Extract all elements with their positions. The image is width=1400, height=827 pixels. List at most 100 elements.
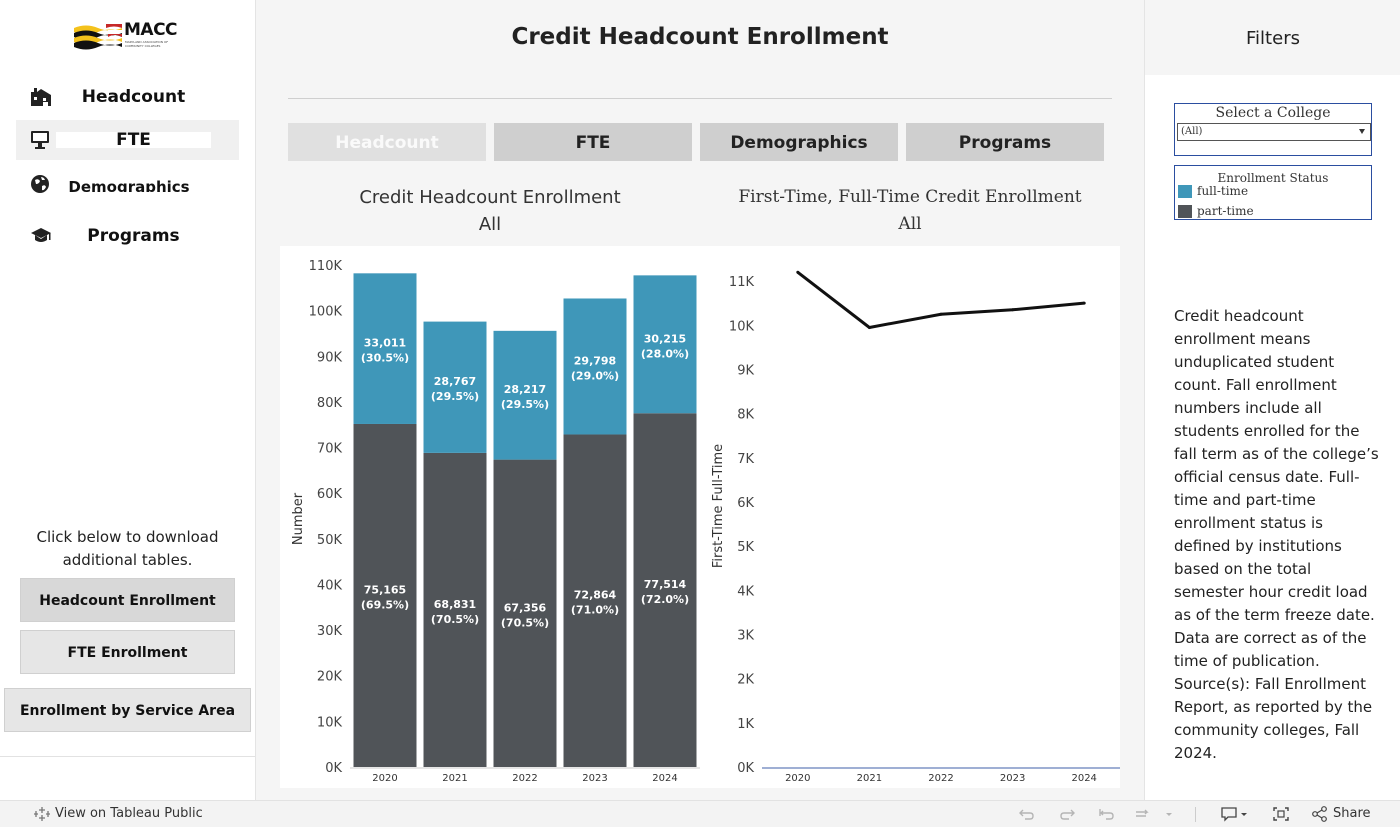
bar-value-label: 28,217 [504,383,546,396]
redo-icon[interactable] [1058,806,1076,822]
line-point-2023 [1011,308,1015,312]
building-icon [31,88,51,106]
tableau-logo-icon [34,807,50,821]
bar-full-time-2024 [633,275,697,414]
y-tick-label: 60K [317,487,343,502]
download-service-area-button[interactable]: Enrollment by Service Area [4,688,251,732]
download-headcount-button[interactable]: Headcount Enrollment [20,578,235,622]
headcount-chart-title-text: Credit Headcount Enrollment [359,187,621,208]
x-tick-label: 2022 [512,773,537,784]
revert-icon[interactable] [1098,806,1116,822]
college-filter-label: Select a College [1215,105,1331,121]
download-fte-button[interactable]: FTE Enrollment [20,630,235,674]
y-tick-label: 2K [737,673,754,688]
bar-value-label: 28,767 [434,375,476,388]
y-tick-label: 4K [737,584,754,599]
macc-logo[interactable]: MACC MARYLAND ASSOCIATION OF COMMUNITY C… [72,20,184,52]
x-tick-label: 2022 [928,773,953,784]
refresh-icon[interactable] [1134,806,1152,822]
legend-label-part-time: part-time [1197,204,1254,218]
chevron-down-icon[interactable] [1359,129,1365,134]
enrollment-status-label: Enrollment Status [1217,171,1329,185]
graduation-cap-icon [31,228,51,242]
college-select[interactable]: (All) [1177,123,1371,141]
bar-part-time-2020 [353,423,417,767]
tab-programs[interactable]: Programs [906,123,1104,161]
nav-item-demographics[interactable]: Demographics [16,164,239,204]
tableau-toolbar: View on Tableau Public Share [0,800,1400,827]
undo-icon[interactable] [1018,806,1036,822]
tab-demographics[interactable]: Demographics [700,123,898,161]
ftft-line-chart: 0K 1K 2K 3K 4K 5K 6K 7K 8K 9K 10K 11K First-Time Ful… [711,270,1120,784]
bar-percent-label: (72.0%) [641,593,689,606]
y-tick-label: 0K [325,761,342,776]
nav-label-programs: Programs [87,226,180,246]
bar-part-time-2024 [633,413,697,767]
bar-value-label: 29,798 [574,354,616,367]
y-tick-label: 40K [317,578,343,593]
bar-percent-label: (70.5%) [501,616,549,629]
filters-title: Filters [1145,0,1400,75]
y-tick-label: 5K [737,540,754,555]
share-icon[interactable] [1311,806,1329,822]
pause-dropdown-icon[interactable] [1164,806,1174,822]
share-button[interactable]: Share [1333,806,1371,821]
toolbar-divider [1195,807,1196,822]
headcount-chart-title: Credit Headcount Enrollment All [280,184,700,238]
y-tick-label: 0K [737,761,754,776]
ftft-series-line [796,271,1085,330]
y-tick-label: 11K [729,275,755,290]
y-tick-label: 100K [309,305,343,320]
y-tick-label: 30K [317,624,343,639]
nav-label-demographics: Demographics [68,178,190,192]
line-point-2022 [939,312,943,316]
bar-percent-label: (71.0%) [571,604,619,617]
x-tick-label: 2021 [442,773,467,784]
x-tick-label: 2020 [785,773,810,784]
title-divider [288,98,1112,99]
nav-item-programs[interactable]: Programs [16,216,239,256]
bar-value-label: 67,356 [504,601,547,614]
college-filter: Select a College (All) [1174,103,1372,156]
y-tick-label: 10K [317,715,343,730]
ftft-chart-title-text: First-Time, Full-Time Credit Enrollment [738,187,1082,207]
bar-percent-label: (29.5%) [431,390,479,403]
y-tick-label: 6K [737,496,754,511]
y-tick-label: 70K [317,442,343,457]
main-dashboard: Credit Headcount Enrollment Headcount FT… [256,0,1144,800]
bar-value-label: 33,011 [364,337,406,350]
macc-flag-icon [74,24,122,50]
bar-full-time-2023 [563,298,627,435]
bar-part-time-2021 [423,452,487,767]
y-tick-label: 50K [317,533,343,548]
y-tick-label: 1K [737,717,754,732]
bar-percent-label: (30.5%) [361,352,409,365]
headcount-chart-subtitle: All [478,214,502,235]
bar-value-label: 77,514 [644,578,687,591]
globe-icon [31,175,49,193]
tab-fte[interactable]: FTE [494,123,692,161]
y-tick-label: 9K [737,363,754,378]
bar-value-label: 75,165 [364,583,406,596]
y-tick-label: 8K [737,408,754,423]
comment-icon[interactable] [1220,806,1250,822]
x-tick-label: 2023 [582,773,607,784]
view-on-tableau-link[interactable]: View on Tableau Public [55,806,203,821]
y-axis-label: Number [291,492,306,545]
bar-part-time-2022 [493,459,557,767]
bar-full-time-2021 [423,321,487,453]
nav-item-fte[interactable]: FTE [16,120,239,160]
legend-label-full-time: full-time [1197,184,1249,198]
fullscreen-icon[interactable] [1272,806,1290,822]
tab-headcount[interactable]: Headcount [288,123,486,161]
x-tick-label: 2020 [372,773,397,784]
bar-percent-label: (69.5%) [361,598,409,611]
bar-value-label: 72,864 [574,589,617,602]
headcount-bar-chart: 0K 10K 20K 30K 40K 50K 60K 70K 80K 90K 100K 110K Num… [291,259,700,784]
nav-item-headcount[interactable]: Headcount [16,77,239,117]
y-axis-label: First-Time Full-Time [711,444,726,568]
download-note: Click below to download additional table… [36,528,219,569]
logo-text: MACC [124,20,178,40]
sidebar-divider [0,756,255,757]
ftft-chart-subtitle: All [898,214,922,234]
